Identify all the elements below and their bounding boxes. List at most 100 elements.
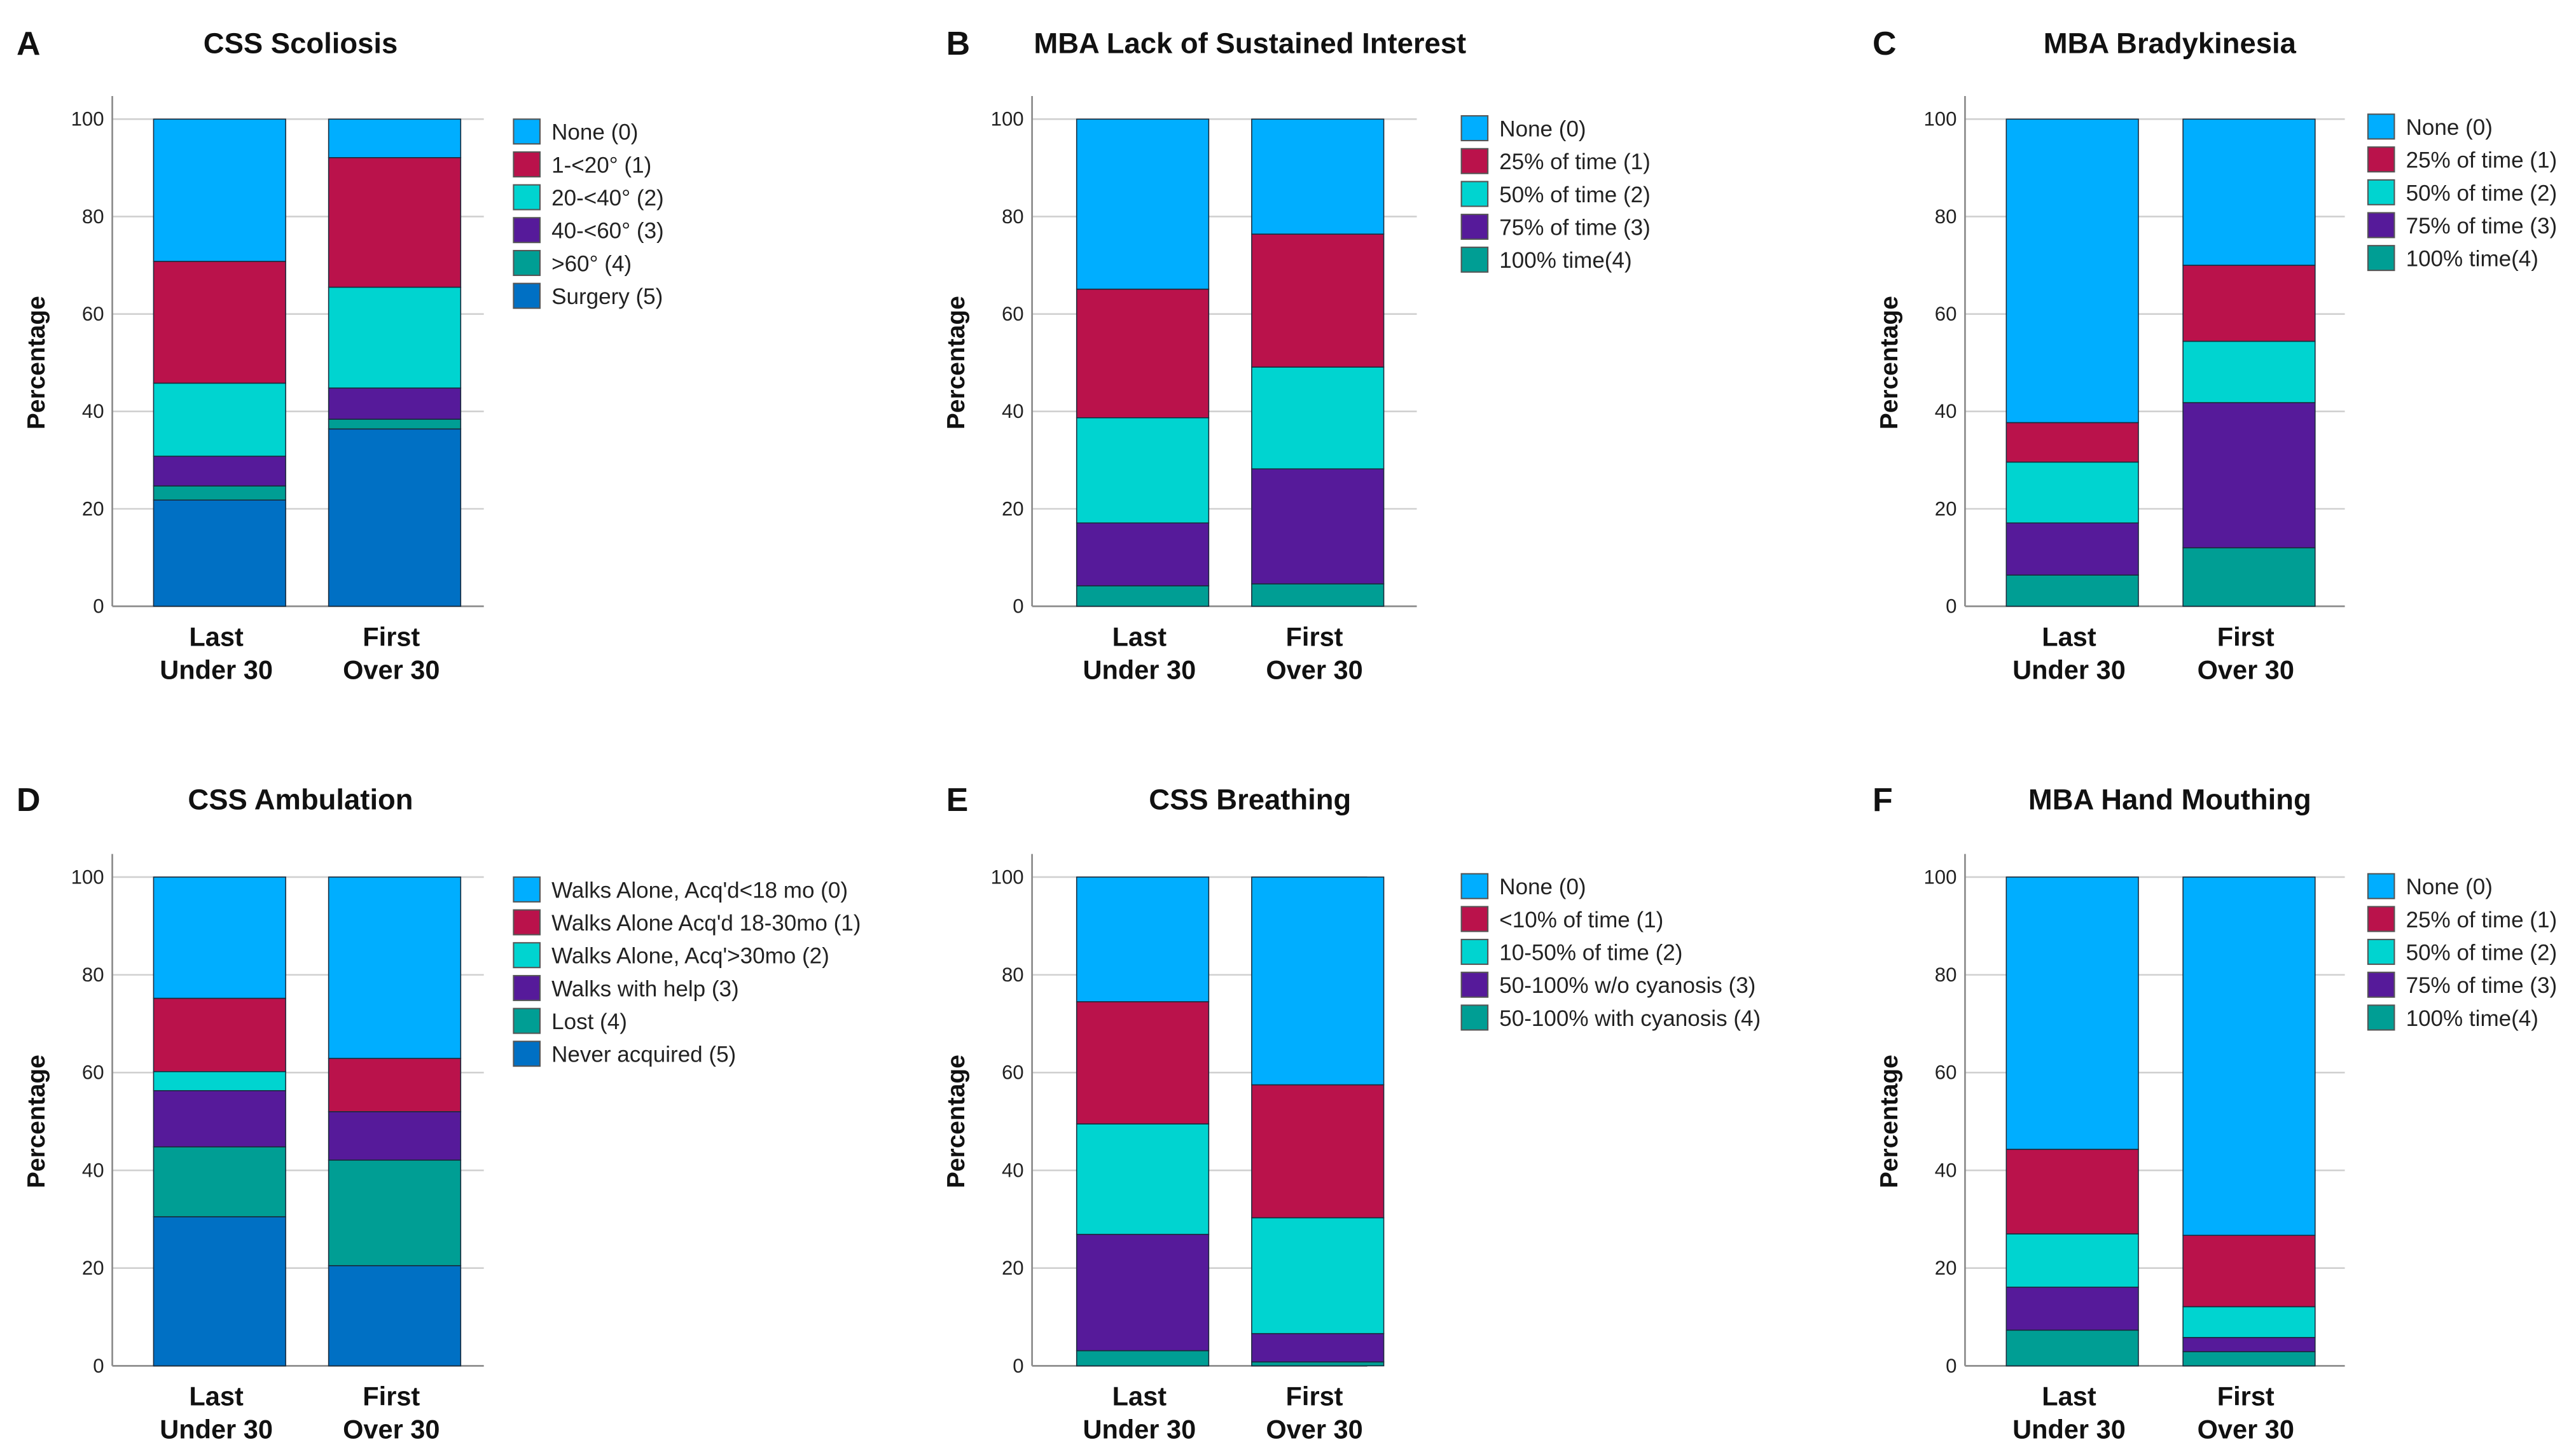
legend-label: Walks with help (3) (551, 976, 739, 1001)
x-category-label: Under 30 (160, 1415, 273, 1444)
x-category-label: First (2217, 621, 2275, 651)
y-tick-label: 20 (1935, 1257, 1957, 1279)
bar-segment (2182, 876, 2316, 1236)
bar-segment (328, 1160, 462, 1266)
x-category-label: Under 30 (160, 654, 273, 684)
legend-label: 10-50% of time (2) (1499, 941, 1682, 966)
bar-segment (1251, 468, 1385, 585)
chart-title: CSS Scoliosis (204, 27, 398, 59)
legend: None (0) <10% of time (1) 10-50% of time (… (1460, 873, 1761, 1031)
y-tick-label: 100 (1923, 108, 1956, 130)
legend-label: <10% of time (1) (1499, 908, 1663, 932)
bar-segment (1251, 1361, 1385, 1367)
legend: None (0) 25% of time (1) 50% of time (2) 75… (2367, 113, 2558, 272)
bar-segment (1076, 1001, 1210, 1125)
bar-segment (2005, 522, 2139, 576)
panel-letter: D (17, 782, 41, 819)
bar-segment (2005, 1286, 2139, 1331)
bar-segment (2182, 1351, 2316, 1367)
bar-segment (1251, 118, 1385, 235)
x-category-label: Last (189, 1381, 244, 1411)
legend-label: 25% of time (1) (2406, 148, 2558, 173)
legend-swatch (513, 249, 541, 276)
y-tick-label: 60 (1002, 303, 1024, 325)
legend-swatch (513, 909, 541, 936)
y-tick-label: 80 (1002, 205, 1024, 228)
legend-swatch (513, 184, 541, 211)
chart-title: MBA Bradykinesia (2044, 27, 2297, 59)
bar-segment (328, 1111, 462, 1161)
x-category-label: Last (1112, 1381, 1167, 1411)
legend-swatch (2367, 245, 2395, 272)
bar-segment (153, 455, 286, 487)
y-tick-label: 80 (82, 964, 104, 986)
bar-segment (153, 1090, 286, 1147)
legend-swatch (1460, 246, 1489, 273)
legend-label: Walks Alone, Acq'>30mo (2) (551, 944, 829, 969)
legend-swatch (2367, 939, 2395, 966)
y-tick-label: 40 (82, 400, 104, 422)
bar-segment (328, 118, 462, 158)
y-tick-label: 40 (1002, 400, 1024, 422)
y-axis-label: Percentage (943, 1055, 970, 1188)
bar-segment (1076, 1123, 1210, 1235)
legend-label: Lost (4) (551, 1009, 627, 1034)
legend-label: None (0) (551, 120, 638, 145)
bar-segment (2182, 402, 2316, 549)
legend-swatch (1460, 214, 1489, 240)
legend-label: 50% of time (2) (2406, 941, 2558, 966)
legend-label: 75% of time (3) (1499, 216, 1651, 240)
x-category-label: Last (2042, 1381, 2096, 1411)
legend-swatch (1460, 181, 1489, 207)
legend: Walks Alone, Acq'd<18 mo (0) Walks Alone … (513, 876, 861, 1067)
x-category-label: Last (2042, 621, 2096, 651)
bar-segment (1251, 876, 1385, 1086)
x-category-label: First (363, 1381, 420, 1411)
y-axis-label: Percentage (1876, 296, 1903, 429)
legend-label: 50-100% w/o cyanosis (3) (1499, 973, 1755, 998)
bar-segment (2005, 1329, 2139, 1367)
legend-swatch (1460, 971, 1489, 998)
y-tick-label: 20 (1002, 497, 1024, 520)
legend-label: 50% of time (2) (2406, 181, 2558, 205)
legend-swatch (2367, 212, 2395, 239)
y-tick-label: 80 (1935, 964, 1957, 986)
legend-swatch (513, 1041, 541, 1067)
legend-label: Walks Alone, Acq'd<18 mo (0) (551, 878, 848, 903)
legend-label: None (0) (1499, 117, 1586, 142)
legend-label: None (0) (1499, 875, 1586, 899)
chart-title: CSS Breathing (1149, 784, 1351, 816)
y-tick-label: 40 (1935, 400, 1957, 422)
y-tick-label: 80 (1935, 205, 1957, 228)
bar-segment (2005, 461, 2139, 523)
bar-segment (153, 997, 286, 1072)
legend-label: 40-<60° (3) (551, 219, 664, 244)
bar-segment (1076, 1233, 1210, 1352)
chart-panel-f: F MBA Hand Mouthing 0 20 40 60 80 100 Percentage… (1873, 782, 2557, 1444)
bar-segment (2182, 340, 2316, 403)
bar-segment (1251, 366, 1385, 469)
legend-swatch (1460, 873, 1489, 899)
bar-segment (328, 419, 462, 430)
legend-swatch (1460, 115, 1489, 142)
bar-segment (1251, 233, 1385, 368)
y-axis-label: Percentage (943, 296, 970, 429)
bar-segment (153, 118, 286, 262)
y-tick-label: 0 (93, 595, 104, 618)
bar-segment (1076, 118, 1210, 290)
bar-segment (2005, 574, 2139, 607)
legend-swatch (2367, 146, 2395, 173)
x-category-label: Under 30 (2012, 654, 2126, 684)
y-tick-label: 100 (71, 866, 104, 888)
y-tick-label: 40 (1935, 1159, 1957, 1181)
y-axis-label: Percentage (1876, 1055, 1903, 1188)
bar-segment (153, 1216, 286, 1367)
bar-segment (328, 157, 462, 288)
legend: None (0) 1-<20° (1) 20-<40° (2) 40-<60° (3)… (513, 118, 664, 309)
legend-label: Surgery (5) (551, 284, 663, 309)
legend: None (0) 25% of time (1) 50% of time (2) 75… (2367, 873, 2558, 1031)
bar-segment (2005, 876, 2139, 1150)
y-tick-label: 20 (1935, 497, 1957, 520)
bar-segment (153, 485, 286, 501)
y-tick-label: 0 (1946, 595, 1956, 618)
